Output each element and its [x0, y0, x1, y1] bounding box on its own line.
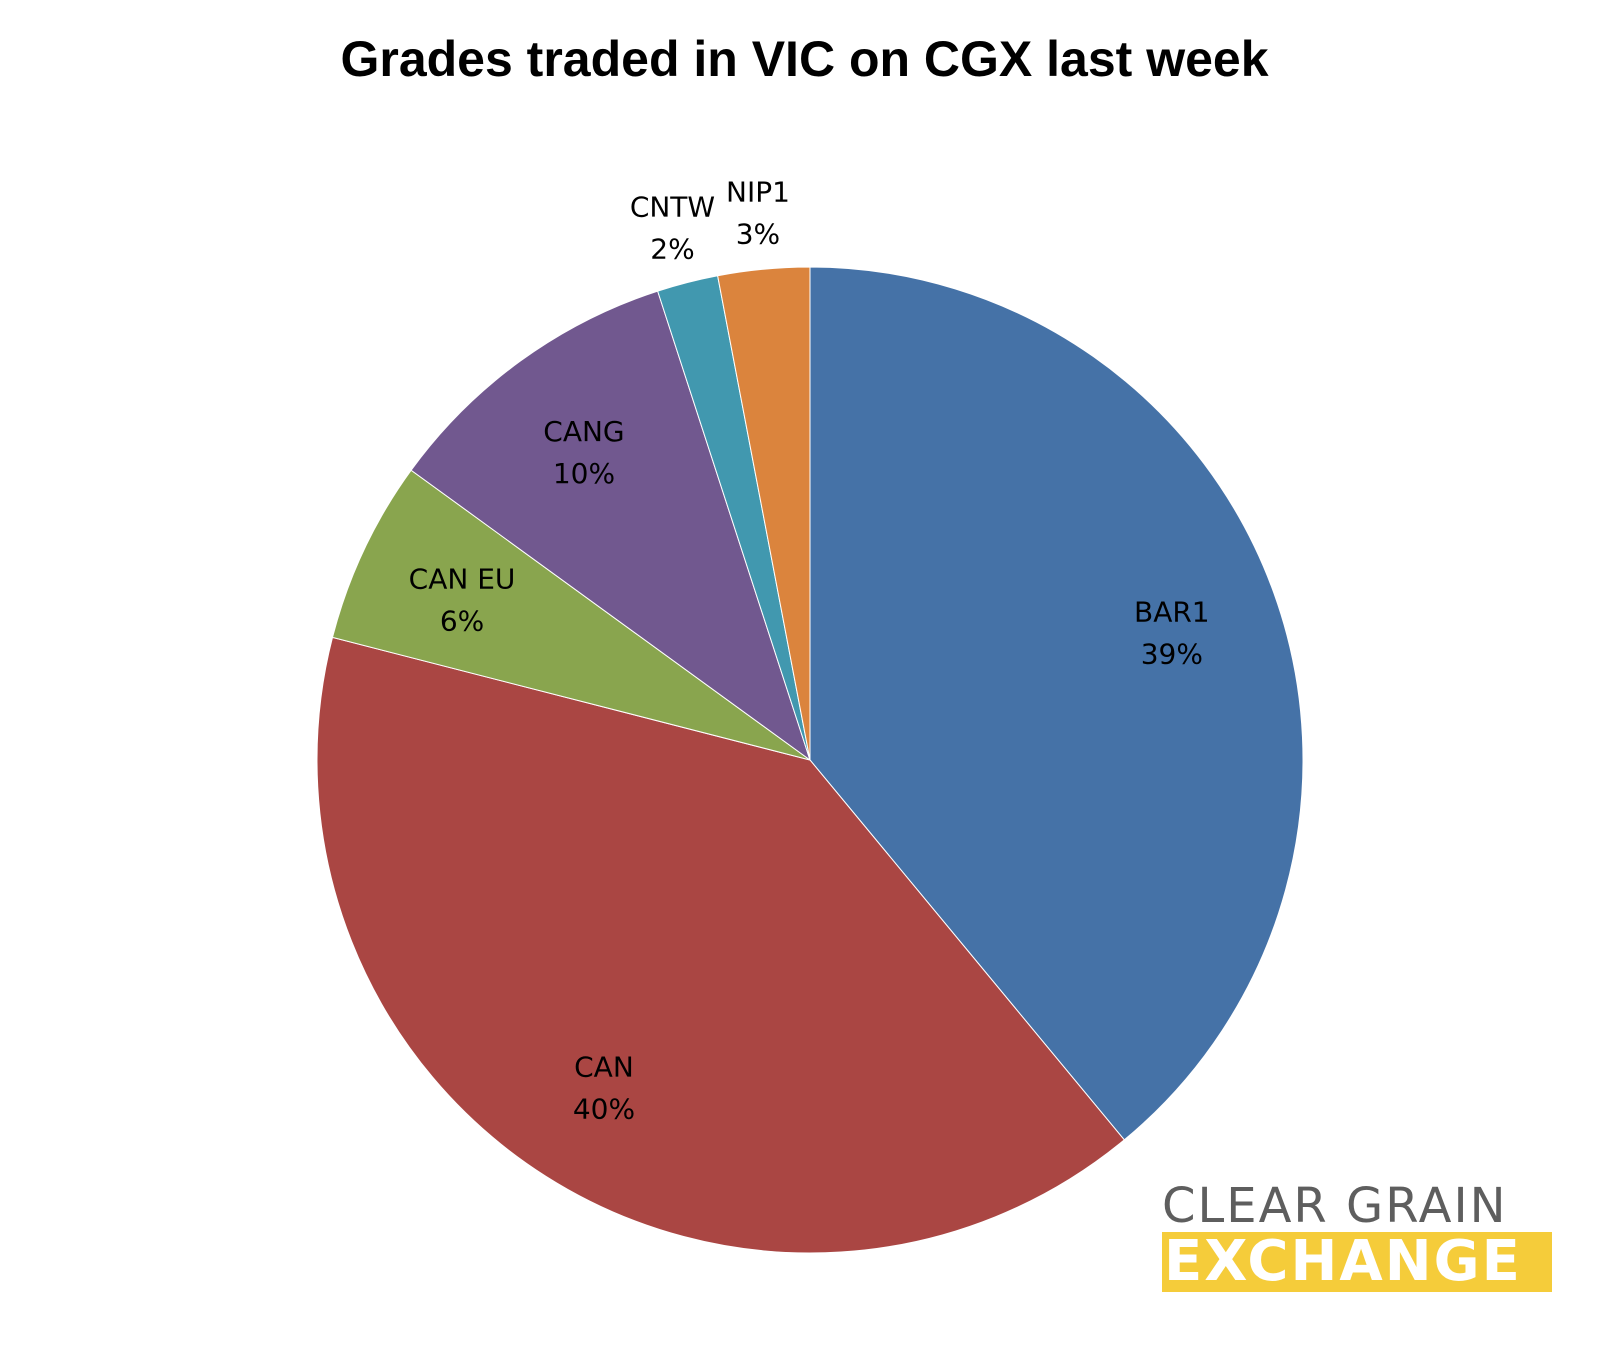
pie-slice-can [316, 636, 1125, 1254]
pie-slice-cang [410, 290, 811, 762]
chart-title: Grades traded in VIC on CGX last week [340, 31, 1269, 87]
slice-value-bar1: 39% [1141, 638, 1203, 671]
clear-grain-exchange-logo: CLEAR GRAIN EXCHANGE [1162, 1178, 1562, 1298]
slice-value-can: 40% [573, 1093, 635, 1126]
slice-label-cang: CANG [543, 415, 624, 448]
pie-slice-bar1 [809, 266, 1304, 1141]
pie-slice-can-eu [331, 469, 811, 761]
slice-label-bar1: BAR1 [1134, 596, 1210, 629]
slice-value-cang: 10% [553, 457, 615, 490]
pie-slices [316, 266, 1304, 1254]
logo-text-line2: EXCHANGE [1164, 1232, 1522, 1292]
pie-labels: BAR1 39% CAN 40% CAN EU 6% CANG 10% CNTW 2% NIP1 3% [409, 175, 1210, 1125]
slice-label-cntw: CNTW [630, 190, 715, 223]
pie-slice-nip1 [717, 266, 811, 761]
slice-label-can: CAN [574, 1051, 634, 1084]
slice-value-nip1: 3% [736, 217, 780, 250]
slice-value-can-eu: 6% [440, 604, 484, 637]
logo-text-line2-bar: EXCHANGE [1162, 1232, 1552, 1292]
slice-label-can-eu: CAN EU [409, 562, 516, 595]
logo-text-line1: CLEAR GRAIN [1162, 1178, 1508, 1234]
slice-label-nip1: NIP1 [726, 175, 790, 208]
slice-value-cntw: 2% [650, 232, 694, 265]
